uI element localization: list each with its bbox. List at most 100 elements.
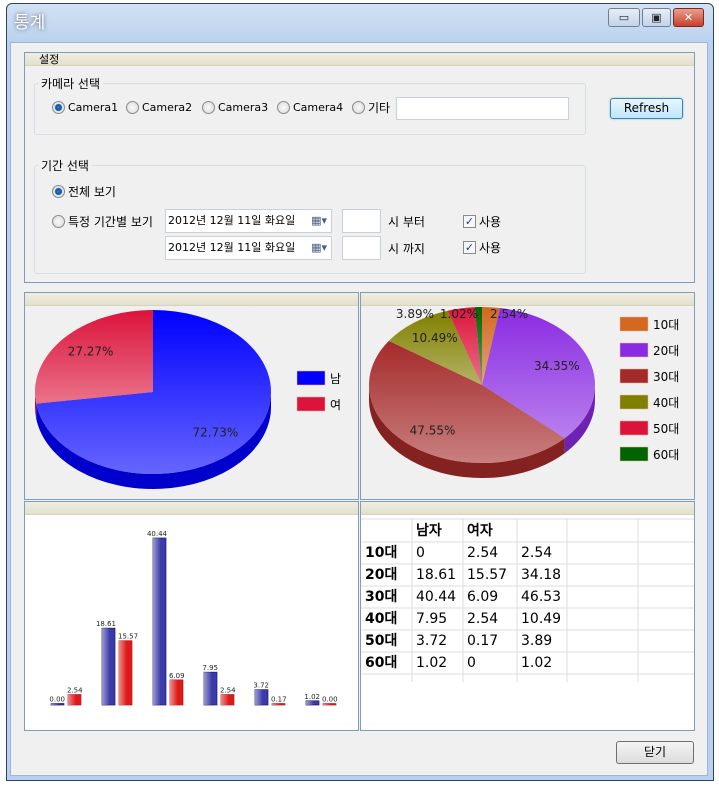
camera-radio-3[interactable] <box>202 101 215 114</box>
end-use-label: 사용 <box>479 241 502 255</box>
table-cell: 2.54 <box>521 545 553 561</box>
bar-value-label: 0.17 <box>271 696 287 704</box>
bar-value-label: 0.00 <box>322 696 338 704</box>
all-period-radio[interactable] <box>52 185 65 198</box>
pie-percent-label: 2.54% <box>490 307 528 321</box>
bar-value-label: 40.44 <box>147 530 168 538</box>
bar-highlight <box>272 703 285 705</box>
minimize-button[interactable]: ▭ <box>608 8 640 27</box>
camera-radio-label: 기타 <box>368 101 391 115</box>
pie-slice-side <box>369 385 565 478</box>
period-group <box>34 165 586 274</box>
all-period-label: 전체 보기 <box>68 185 116 199</box>
specific-period-radio[interactable] <box>52 215 65 228</box>
calendar-dropdown-icon[interactable]: ▦▾ <box>311 214 327 227</box>
legend-swatch <box>619 446 649 462</box>
row-header: 10대 <box>365 545 398 561</box>
table-cell: 15.57 <box>467 567 508 583</box>
table-cell: 18.61 <box>416 567 457 583</box>
bar-highlight <box>204 672 217 705</box>
refresh-button[interactable]: Refresh <box>610 98 683 119</box>
legend-label: 20대 <box>653 344 679 358</box>
table-cell: 40.44 <box>416 589 457 605</box>
settings-header: 설정 <box>25 53 694 66</box>
table-cell: 46.53 <box>521 589 562 605</box>
pie-percent-label: 72.73% <box>193 425 239 439</box>
bar-value-label: 15.57 <box>118 633 138 641</box>
legend-swatch <box>619 368 649 384</box>
start-hour-input[interactable] <box>342 209 381 233</box>
row-header: 30대 <box>365 589 398 605</box>
pie-slice-highlight <box>388 310 482 385</box>
pie-slice-highlight <box>368 340 565 464</box>
panel-header <box>25 502 358 515</box>
legend-swatch <box>619 420 649 436</box>
maximize-button[interactable]: ▣ <box>642 8 671 27</box>
pie-percent-label: 3.89% <box>396 307 434 321</box>
pie-slice-highlight <box>447 307 482 385</box>
bar-highlight <box>153 538 166 705</box>
pie-slice-side <box>564 385 595 454</box>
legend-swatch <box>296 370 326 386</box>
camera-radio-5[interactable] <box>352 101 365 114</box>
bar-value-label: 3.72 <box>253 682 269 690</box>
camera-radio-2[interactable] <box>126 101 139 114</box>
legend-label: 여 <box>330 398 341 412</box>
window-title: 통계 <box>14 13 46 33</box>
table-header: 남자 <box>416 523 442 539</box>
specific-period-label: 특정 기간별 보기 <box>68 215 153 229</box>
calendar-dropdown-icon[interactable]: ▦▾ <box>311 241 327 254</box>
table-panel <box>360 501 695 731</box>
camera-radio-1[interactable] <box>52 101 65 114</box>
pie-slice-highlight <box>474 307 482 385</box>
bar-highlight <box>102 628 115 705</box>
camera-group-label: 카메라 선택 <box>38 75 104 92</box>
bar-highlight <box>170 679 183 705</box>
end-hour-input[interactable] <box>342 236 381 260</box>
table-cell: 1.02 <box>416 655 448 671</box>
end-date-value: 2012년 12월 11일 화요일 <box>168 241 296 254</box>
bar-value-label: 1.02 <box>304 693 320 701</box>
bar-highlight <box>119 640 132 705</box>
camera-group <box>34 83 586 135</box>
bar-value-label: 6.09 <box>169 672 185 680</box>
table-cell: 1.02 <box>521 655 553 671</box>
start-use-label: 사용 <box>479 215 502 229</box>
pie-slice-highlight <box>35 309 153 404</box>
bar-highlight <box>323 703 336 705</box>
legend-swatch <box>619 342 649 358</box>
period-group-label: 기간 선택 <box>38 157 92 174</box>
other-camera-input[interactable] <box>396 97 569 120</box>
start-date-picker[interactable]: 2012년 12월 11일 화요일 ▦▾ <box>165 209 332 233</box>
end-use-checkbox[interactable]: ✓ <box>463 241 476 254</box>
end-date-picker[interactable]: 2012년 12월 11일 화요일 ▦▾ <box>165 236 332 260</box>
camera-radio-4[interactable] <box>277 101 290 114</box>
legend-label: 60대 <box>653 448 679 462</box>
close-window-button[interactable]: ✕ <box>673 8 704 27</box>
close-button[interactable]: 닫기 <box>616 741 694 764</box>
pie-slice-side <box>36 392 271 489</box>
table-header: 여자 <box>467 523 493 539</box>
table-cell: 2.54 <box>467 611 499 627</box>
pie-slice-highlight <box>482 307 595 439</box>
table-cell: 2.54 <box>467 545 499 561</box>
table-cell: 0 <box>467 655 476 671</box>
start-use-checkbox[interactable]: ✓ <box>463 215 476 228</box>
camera-radio-label: Camera3 <box>218 101 269 114</box>
to-hour-label: 시 까지 <box>388 242 425 256</box>
bar-value-label: 2.54 <box>67 687 83 695</box>
pie-slice-highlight <box>482 307 500 385</box>
legend-label: 50대 <box>653 422 679 436</box>
legend-label: 30대 <box>653 370 679 384</box>
row-header: 50대 <box>365 633 398 649</box>
table-cell: 7.95 <box>416 611 448 627</box>
panel-header <box>361 502 694 515</box>
legend-swatch <box>619 394 649 410</box>
bar-value-label: 0.00 <box>49 696 65 704</box>
pie-percent-label: 27.27% <box>68 345 114 359</box>
camera-radio-label: Camera2 <box>142 101 193 114</box>
pie-percent-label: 10.49% <box>412 331 458 345</box>
table-cell: 0 <box>416 545 425 561</box>
row-header: 60대 <box>365 655 398 671</box>
